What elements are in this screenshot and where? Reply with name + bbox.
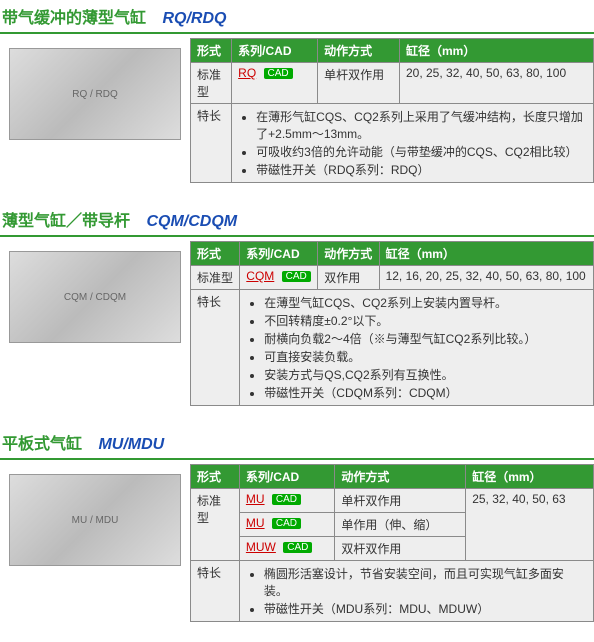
feature-item: 带磁性开关（MDU系列：MDU、MDUW） (264, 600, 587, 617)
th-series: 系列/CAD (239, 465, 334, 489)
feature-item: 带磁性开关（CDQM系列：CDQM） (264, 384, 587, 401)
cell-features: 在薄型气缸CQS、CQ2系列上安装内置导杆。 不回转精度±0.2°以下。 耐横向… (240, 290, 594, 406)
cell-feature-label: 特长 (191, 104, 232, 183)
cell-bore: 20, 25, 32, 40, 50, 63, 80, 100 (399, 63, 593, 104)
spec-table: 形式 系列/CAD 动作方式 缸径（mm） 标准型 CQM CAD 双作用 12… (190, 241, 594, 406)
section-cqm: 薄型气缸／带导杆 CQM/CDQM CQM / CDQM 形式 系列/CAD 动… (0, 203, 594, 406)
th-series: 系列/CAD (232, 39, 318, 63)
table-feature-row: 特长 椭圆形活塞设计，节省安装空间，而且可实现气缸多面安装。 带磁性开关（MDU… (191, 561, 594, 622)
th-bore: 缸径（mm） (399, 39, 593, 63)
product-image-area: CQM / CDQM (0, 241, 190, 353)
table-header-row: 形式 系列/CAD 动作方式 缸径（mm） (191, 39, 594, 63)
title-en: MU/MDU (98, 436, 164, 453)
spec-table: 形式 系列/CAD 动作方式 缸径（mm） 标准型 RQ CAD 单杆双作用 2… (190, 38, 594, 183)
th-action: 动作方式 (318, 39, 400, 63)
cad-badge[interactable]: CAD (264, 68, 293, 79)
cell-series: MUW CAD (239, 537, 334, 561)
cad-badge[interactable]: CAD (272, 518, 301, 529)
table-header-row: 形式 系列/CAD 动作方式 缸径（mm） (191, 465, 594, 489)
cell-action: 单杆双作用 (318, 63, 400, 104)
cell-action: 双杆双作用 (335, 537, 466, 561)
cad-badge[interactable]: CAD (283, 542, 312, 553)
feature-item: 带磁性开关（RDQ系列：RDQ） (256, 161, 587, 178)
section-mu: 平板式气缸 MU/MDU MU / MDU 形式 系列/CAD 动作方式 缸径（… (0, 426, 594, 622)
th-action: 动作方式 (335, 465, 466, 489)
cell-type: 标准型 (191, 489, 240, 561)
cell-bore: 25, 32, 40, 50, 63 (466, 489, 594, 561)
table-row: 标准型 CQM CAD 双作用 12, 16, 20, 25, 32, 40, … (191, 266, 594, 290)
series-link[interactable]: MUW (246, 540, 276, 554)
product-image-area: MU / MDU (0, 464, 190, 576)
cell-action: 单杆双作用 (335, 489, 466, 513)
table-row: 标准型 RQ CAD 单杆双作用 20, 25, 32, 40, 50, 63,… (191, 63, 594, 104)
section-title: 薄型气缸／带导杆 CQM/CDQM (0, 203, 594, 237)
cell-series: MU CAD (239, 489, 334, 513)
th-series: 系列/CAD (240, 242, 318, 266)
title-en: RQ/RDQ (162, 10, 226, 27)
content-row: MU / MDU 形式 系列/CAD 动作方式 缸径（mm） 标准型 MU CA… (0, 464, 594, 622)
product-image: CQM / CDQM (9, 251, 181, 343)
table-feature-row: 特长 在薄型气缸CQS、CQ2系列上安装内置导杆。 不回转精度±0.2°以下。 … (191, 290, 594, 406)
cell-series: MU CAD (239, 513, 334, 537)
th-action: 动作方式 (318, 242, 379, 266)
feature-item: 在薄形气缸CQS、CQ2系列上采用了气缓冲结构，长度只增加了+2.5mm～13m… (256, 108, 587, 142)
content-row: CQM / CDQM 形式 系列/CAD 动作方式 缸径（mm） 标准型 CQM… (0, 241, 594, 406)
th-type: 形式 (191, 242, 240, 266)
section-title: 平板式气缸 MU/MDU (0, 426, 594, 460)
th-type: 形式 (191, 39, 232, 63)
product-image: RQ / RDQ (9, 48, 181, 140)
cell-type: 标准型 (191, 266, 240, 290)
series-link[interactable]: CQM (246, 269, 274, 283)
title-en: CQM/CDQM (146, 213, 237, 230)
cell-action: 单作用（伸、缩） (335, 513, 466, 537)
cell-series: CQM CAD (240, 266, 318, 290)
product-image-area: RQ / RDQ (0, 38, 190, 150)
table-header-row: 形式 系列/CAD 动作方式 缸径（mm） (191, 242, 594, 266)
th-type: 形式 (191, 465, 240, 489)
cad-badge[interactable]: CAD (282, 271, 311, 282)
table-row: 标准型 MU CAD 单杆双作用 25, 32, 40, 50, 63 (191, 489, 594, 513)
cell-series: RQ CAD (232, 63, 318, 104)
cell-feature-label: 特长 (191, 561, 240, 622)
feature-item: 椭圆形活塞设计，节省安装空间，而且可实现气缸多面安装。 (264, 565, 587, 599)
feature-item: 在薄型气缸CQS、CQ2系列上安装内置导杆。 (264, 294, 587, 311)
title-cn: 平板式气缸 (2, 436, 82, 453)
spec-table: 形式 系列/CAD 动作方式 缸径（mm） 标准型 MU CAD 单杆双作用 2… (190, 464, 594, 622)
content-row: RQ / RDQ 形式 系列/CAD 动作方式 缸径（mm） 标准型 RQ CA… (0, 38, 594, 183)
cell-feature-label: 特长 (191, 290, 240, 406)
title-cn: 薄型气缸／带导杆 (2, 213, 130, 230)
feature-item: 不回转精度±0.2°以下。 (264, 312, 587, 329)
feature-item: 安装方式与QS,CQ2系列有互换性。 (264, 366, 587, 383)
product-image: MU / MDU (9, 474, 181, 566)
th-bore: 缸径（mm） (379, 242, 593, 266)
cell-features: 在薄形气缸CQS、CQ2系列上采用了气缓冲结构，长度只增加了+2.5mm～13m… (232, 104, 594, 183)
series-link[interactable]: MU (246, 492, 265, 506)
section-title: 带气缓冲的薄型气缸 RQ/RDQ (0, 0, 594, 34)
series-link[interactable]: RQ (238, 66, 256, 80)
feature-item: 可吸收约3倍的允许动能（与带垫缓冲的CQS、CQ2相比较） (256, 143, 587, 160)
feature-item: 耐横向负载2～4倍（※与薄型气缸CQ2系列比较。） (264, 330, 587, 347)
th-bore: 缸径（mm） (466, 465, 594, 489)
section-rq: 带气缓冲的薄型气缸 RQ/RDQ RQ / RDQ 形式 系列/CAD 动作方式… (0, 0, 594, 183)
feature-item: 可直接安装负载。 (264, 348, 587, 365)
cell-bore: 12, 16, 20, 25, 32, 40, 50, 63, 80, 100 (379, 266, 593, 290)
cell-features: 椭圆形活塞设计，节省安装空间，而且可实现气缸多面安装。 带磁性开关（MDU系列：… (239, 561, 593, 622)
cell-action: 双作用 (318, 266, 379, 290)
table-feature-row: 特长 在薄形气缸CQS、CQ2系列上采用了气缓冲结构，长度只增加了+2.5mm～… (191, 104, 594, 183)
title-cn: 带气缓冲的薄型气缸 (2, 10, 146, 27)
cell-type: 标准型 (191, 63, 232, 104)
series-link[interactable]: MU (246, 516, 265, 530)
